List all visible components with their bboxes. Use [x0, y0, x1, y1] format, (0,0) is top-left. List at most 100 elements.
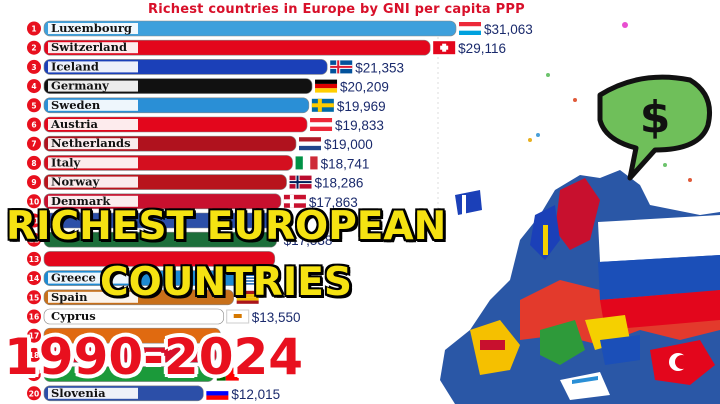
- flag-part: [236, 294, 259, 298]
- bar: [43, 212, 278, 229]
- bar: [43, 20, 457, 37]
- bar: [43, 39, 431, 56]
- bar: [43, 366, 215, 382]
- rank-circle: [27, 98, 41, 113]
- bar-label-box: [48, 176, 138, 188]
- rank-circle: [27, 213, 41, 228]
- bar-label-box: [48, 387, 138, 399]
- flag-part: [243, 281, 266, 284]
- flag-part: [311, 103, 334, 108]
- bar-row: 9 Norway $18,286: [27, 174, 364, 191]
- flag-part: [206, 395, 229, 400]
- country-label: Germany: [51, 79, 109, 93]
- bar-label-box: [48, 272, 138, 284]
- value-label: $21,353: [355, 60, 404, 75]
- bar-label-box: [48, 195, 138, 207]
- rank-number: 11: [29, 217, 39, 226]
- overlay-title-line2: COUNTRIES: [100, 260, 352, 305]
- flag-part: [233, 314, 242, 318]
- flag-part: [236, 290, 259, 295]
- country-label: Italy: [51, 155, 81, 169]
- flag-part: [295, 156, 303, 170]
- rank-number: 10: [29, 197, 39, 206]
- rank-circle: [27, 347, 41, 362]
- rank-number: 7: [31, 140, 36, 149]
- country-label: Slovenia: [51, 386, 106, 400]
- slovenia-flag: [206, 386, 229, 400]
- bar-label-box: [48, 23, 138, 34]
- country-label: Iceland: [51, 59, 99, 73]
- flag-part: [310, 122, 333, 127]
- rank-number: 13: [29, 255, 39, 264]
- flag-part: [459, 26, 481, 31]
- flag-part: [299, 137, 322, 142]
- rank-number: 3: [31, 63, 36, 72]
- value-label: $20,209: [340, 80, 389, 95]
- flag-part: [310, 156, 318, 170]
- bar-row: 14 Greece: [27, 270, 266, 286]
- rank-number: 2: [31, 44, 36, 53]
- bar-row: 18: [27, 347, 217, 363]
- flag-part: [206, 391, 229, 396]
- bar-row: 7 Netherlands $19,000: [27, 135, 373, 152]
- switzerland-flag: [433, 41, 456, 55]
- rank-number: 9: [31, 178, 36, 187]
- rank-number: 16: [29, 313, 39, 322]
- rank-number: 18: [29, 351, 39, 360]
- value-label: $17,538: [284, 233, 333, 248]
- iceland-flag: [330, 60, 353, 74]
- country-label: Denmark: [51, 194, 111, 208]
- rank-circle: [27, 367, 41, 382]
- flag-part: [236, 300, 259, 304]
- flag-part: [243, 278, 266, 281]
- germany-flag: [315, 79, 338, 93]
- country-label: Austria: [50, 117, 98, 131]
- country-label: Netherlands: [51, 136, 131, 150]
- rank-number: 19: [29, 370, 39, 379]
- value-label: $18,741: [321, 156, 370, 171]
- flag-part: [310, 118, 333, 123]
- bar-row: 8 Italy $18,741: [27, 155, 369, 171]
- europe-map-illustration: [440, 170, 720, 404]
- chart-title: Richest countries in Europe by GNI per c…: [148, 2, 525, 17]
- bar-row: 12 $17,538: [27, 231, 333, 248]
- value-label: $19,000: [324, 137, 373, 152]
- dollar-symbol: $: [640, 92, 671, 143]
- portugal-flag: [216, 367, 239, 381]
- value-label: $18,286: [315, 176, 364, 191]
- country-label: Greece: [51, 271, 96, 285]
- bar-label-box: [48, 99, 138, 111]
- bar-row: 17: [27, 327, 221, 344]
- flag-part: [236, 297, 259, 301]
- bar-label-box: [48, 157, 138, 169]
- rank-number: 4: [31, 82, 36, 91]
- value-label: $17,863: [309, 195, 358, 210]
- bar-row: 2 Switzerland $29,116: [27, 39, 506, 56]
- bar-label-box: [48, 291, 138, 303]
- dollar-bubble-icon: $: [597, 74, 712, 181]
- bar-row: 3 Iceland $21,353: [27, 59, 404, 75]
- country-label: Luxembourg: [51, 21, 132, 35]
- rank-circle: [27, 117, 41, 132]
- value-label: $19,833: [335, 118, 384, 133]
- bar-row: 15 Spain: [27, 289, 259, 306]
- flag-part: [216, 367, 226, 381]
- country-label: Switzerland: [51, 40, 127, 54]
- sweden-flag: [311, 98, 334, 112]
- flag-part: [315, 83, 338, 89]
- rank-circle: [27, 21, 41, 36]
- rank-circle: [27, 251, 41, 266]
- flag-part: [225, 367, 239, 381]
- bar-label-box: [48, 119, 138, 130]
- denmark-flag: [283, 194, 306, 208]
- value-label: $19,969: [337, 99, 386, 114]
- flag-part: [243, 275, 266, 278]
- flag-part: [440, 45, 449, 50]
- bar-row: 19: [27, 366, 239, 382]
- rank-circle: [27, 175, 41, 190]
- flag-part: [283, 199, 306, 204]
- confetti-decoration: [528, 22, 692, 182]
- luxembourg-flag: [459, 22, 481, 35]
- italy-flag: [295, 156, 318, 170]
